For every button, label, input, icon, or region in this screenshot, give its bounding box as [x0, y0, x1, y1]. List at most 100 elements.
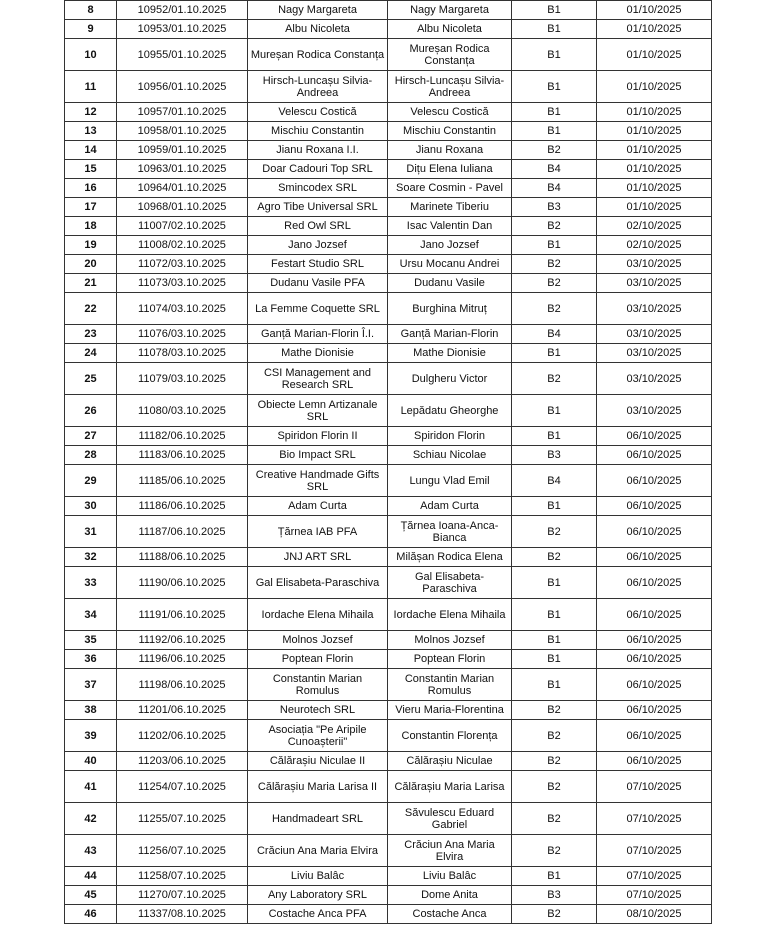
row-number-cell: 36: [64, 649, 117, 669]
registry-table: 8 10952/01.10.2025 Nagy Margareta Nagy Marg…: [64, 0, 712, 924]
row-number-cell: 25: [64, 362, 117, 395]
table-row: 9 10953/01.10.2025 Albu Nicoleta Albu Nicol…: [64, 19, 712, 39]
registration-number-cell: 10964/01.10.2025: [116, 178, 248, 198]
category-cell: B2: [511, 547, 597, 567]
person-name-cell: Ursu Mocanu Andrei: [387, 254, 512, 274]
person-name-cell: Gal Elisabeta-Paraschiva: [387, 566, 512, 599]
date-cell: 02/10/2025: [596, 216, 712, 236]
category-cell: B1: [511, 598, 597, 631]
registration-number-cell: 10953/01.10.2025: [116, 19, 248, 39]
date-cell: 06/10/2025: [596, 464, 712, 497]
category-cell: B1: [511, 121, 597, 141]
person-name-cell: Dome Anita: [387, 885, 512, 905]
date-cell: 06/10/2025: [596, 426, 712, 446]
date-cell: 06/10/2025: [596, 630, 712, 650]
date-cell: 06/10/2025: [596, 445, 712, 465]
registration-number-cell: 11078/03.10.2025: [116, 343, 248, 363]
row-number-cell: 45: [64, 885, 117, 905]
applicant-name-cell: Hirsch-Luncașu Silvia-Andreea: [247, 70, 388, 103]
person-name-cell: Călărașiu Maria Larisa: [387, 770, 512, 803]
category-cell: B2: [511, 700, 597, 720]
registration-number-cell: 11255/07.10.2025: [116, 802, 248, 835]
date-cell: 01/10/2025: [596, 140, 712, 160]
category-cell: B1: [511, 866, 597, 886]
date-cell: 01/10/2025: [596, 19, 712, 39]
applicant-name-cell: Obiecte Lemn Artizanale SRL: [247, 394, 388, 427]
registration-number-cell: 11198/06.10.2025: [116, 668, 248, 701]
category-cell: B1: [511, 343, 597, 363]
date-cell: 06/10/2025: [596, 668, 712, 701]
person-name-cell: Isac Valentin Dan: [387, 216, 512, 236]
row-number-cell: 27: [64, 426, 117, 446]
date-cell: 01/10/2025: [596, 159, 712, 179]
row-number-cell: 18: [64, 216, 117, 236]
category-cell: B1: [511, 0, 597, 20]
date-cell: 03/10/2025: [596, 362, 712, 395]
category-cell: B3: [511, 197, 597, 217]
row-number-cell: 20: [64, 254, 117, 274]
person-name-cell: Mathe Dionisie: [387, 343, 512, 363]
category-cell: B4: [511, 324, 597, 344]
category-cell: B2: [511, 362, 597, 395]
row-number-cell: 40: [64, 751, 117, 771]
applicant-name-cell: Handmadeart SRL: [247, 802, 388, 835]
person-name-cell: Dițu Elena Iuliana: [387, 159, 512, 179]
row-number-cell: 34: [64, 598, 117, 631]
table-row: 30 11186/06.10.2025 Adam Curta Adam Curta B1…: [64, 496, 712, 516]
date-cell: 07/10/2025: [596, 885, 712, 905]
row-number-cell: 44: [64, 866, 117, 886]
table-row: 45 11270/07.10.2025 Any Laboratory SRL Dome…: [64, 885, 712, 905]
table-row: 37 11198/06.10.2025 Constantin Marian Romu…: [64, 668, 712, 701]
date-cell: 06/10/2025: [596, 751, 712, 771]
person-name-cell: Dudanu Vasile: [387, 273, 512, 293]
row-number-cell: 35: [64, 630, 117, 650]
person-name-cell: Crăciun Ana Maria Elvira: [387, 834, 512, 867]
registration-number-cell: 11074/03.10.2025: [116, 292, 248, 325]
date-cell: 01/10/2025: [596, 178, 712, 198]
person-name-cell: Schiau Nicolae: [387, 445, 512, 465]
row-number-cell: 43: [64, 834, 117, 867]
row-number-cell: 23: [64, 324, 117, 344]
table-row: 41 11254/07.10.2025 Călărașiu Maria Larisa…: [64, 770, 712, 803]
registration-number-cell: 11182/06.10.2025: [116, 426, 248, 446]
row-number-cell: 42: [64, 802, 117, 835]
registration-number-cell: 11196/06.10.2025: [116, 649, 248, 669]
table-row: 40 11203/06.10.2025 Călărașiu Niculae II Că…: [64, 751, 712, 771]
person-name-cell: Hirsch-Luncașu Silvia-Andreea: [387, 70, 512, 103]
table-row: 32 11188/06.10.2025 JNJ ART SRL Milășan Rod…: [64, 547, 712, 567]
date-cell: 06/10/2025: [596, 515, 712, 548]
category-cell: B1: [511, 38, 597, 71]
person-name-cell: Milășan Rodica Elena: [387, 547, 512, 567]
table-row: 21 11073/03.10.2025 Dudanu Vasile PFA Dudan…: [64, 273, 712, 293]
category-cell: B3: [511, 885, 597, 905]
table-row: 39 11202/06.10.2025 Asociația "Pe Aripile …: [64, 719, 712, 752]
date-cell: 06/10/2025: [596, 566, 712, 599]
applicant-name-cell: Liviu Balâc: [247, 866, 388, 886]
applicant-name-cell: Adam Curta: [247, 496, 388, 516]
applicant-name-cell: Smincodex SRL: [247, 178, 388, 198]
registration-number-cell: 10959/01.10.2025: [116, 140, 248, 160]
date-cell: 03/10/2025: [596, 292, 712, 325]
table-row: 15 10963/01.10.2025 Doar Cadouri Top SRL Di…: [64, 159, 712, 179]
category-cell: B1: [511, 668, 597, 701]
date-cell: 07/10/2025: [596, 770, 712, 803]
person-name-cell: Velescu Costică: [387, 102, 512, 122]
applicant-name-cell: Molnos Jozsef: [247, 630, 388, 650]
date-cell: 08/10/2025: [596, 904, 712, 924]
applicant-name-cell: Spiridon Florin II: [247, 426, 388, 446]
date-cell: 06/10/2025: [596, 547, 712, 567]
registration-number-cell: 11203/06.10.2025: [116, 751, 248, 771]
date-cell: 03/10/2025: [596, 324, 712, 344]
category-cell: B1: [511, 235, 597, 255]
category-cell: B2: [511, 770, 597, 803]
registration-number-cell: 11192/06.10.2025: [116, 630, 248, 650]
applicant-name-cell: Poptean Florin: [247, 649, 388, 669]
table-row: 33 11190/06.10.2025 Gal Elisabeta-Paraschi…: [64, 566, 712, 599]
table-row: 34 11191/06.10.2025 Iordache Elena Mihaila…: [64, 598, 712, 631]
table-row: 10 10955/01.10.2025 Mureșan Rodica Constan…: [64, 38, 712, 71]
table-row: 29 11185/06.10.2025 Creative Handmade Gift…: [64, 464, 712, 497]
table-row: 44 11258/07.10.2025 Liviu Balâc Liviu Balâc…: [64, 866, 712, 886]
category-cell: B2: [511, 273, 597, 293]
applicant-name-cell: JNJ ART SRL: [247, 547, 388, 567]
date-cell: 06/10/2025: [596, 649, 712, 669]
